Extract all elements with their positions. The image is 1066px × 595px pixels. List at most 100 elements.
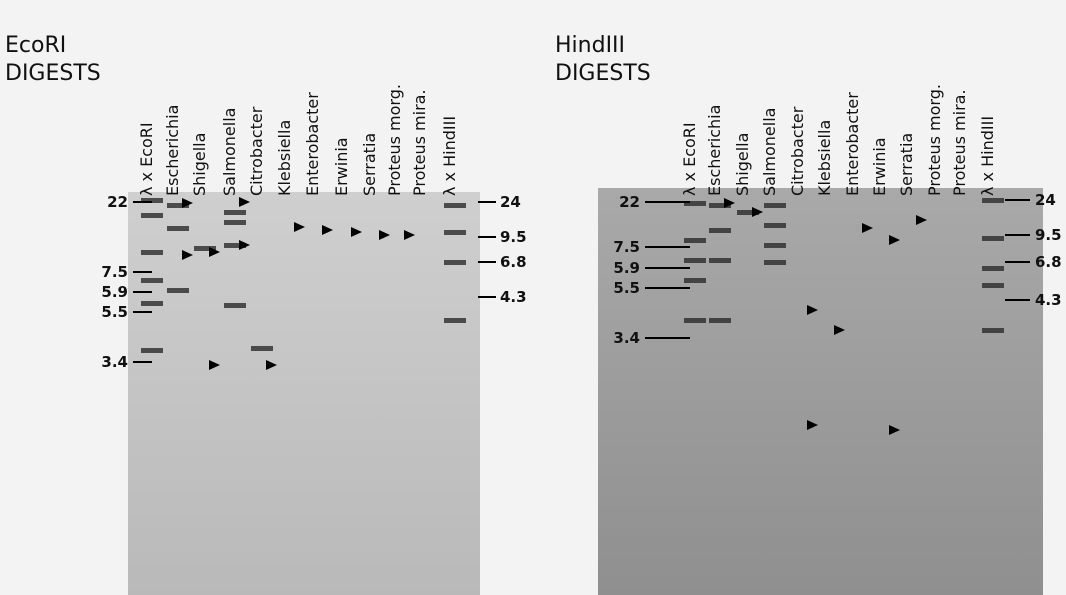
lane-label: Klebsiella (815, 120, 834, 196)
arrowhead (724, 198, 735, 208)
lane-label: Proteus mira. (410, 89, 429, 196)
arrowhead (209, 360, 220, 370)
arrowhead (239, 197, 250, 207)
arrowhead (239, 240, 250, 250)
lane-label: Escherichia (705, 105, 724, 196)
band (982, 236, 1004, 241)
lane-label: λ x HindIII (978, 116, 997, 196)
band (764, 260, 786, 265)
size-marker: 24 (1035, 191, 1056, 209)
band (764, 203, 786, 208)
size-marker: 22 (619, 193, 640, 211)
band (982, 266, 1004, 271)
arrowhead (322, 225, 333, 235)
arrowhead (862, 223, 873, 233)
lane-label: Proteus morg. (925, 84, 944, 196)
band (224, 243, 246, 248)
band (141, 278, 163, 283)
panel-title: EcoRI (5, 33, 66, 58)
lane-label: Salmonella (760, 108, 779, 196)
lane-label: Escherichia (163, 105, 182, 196)
arrowhead (889, 235, 900, 245)
lane-label: Proteus mira. (950, 89, 969, 196)
band (737, 210, 759, 215)
lane-label: Serratia (897, 133, 916, 196)
band (709, 318, 731, 323)
size-marker: 5.5 (101, 303, 128, 321)
size-marker: 24 (500, 193, 521, 211)
size-marker: 9.5 (1035, 226, 1062, 244)
band (764, 223, 786, 228)
arrowhead (807, 305, 818, 315)
panel-title: DIGESTS (5, 61, 101, 86)
lane-label: λ x EcoRI (137, 122, 156, 196)
size-marker: 9.5 (500, 228, 527, 246)
panel-title: DIGESTS (555, 61, 651, 86)
lane-label: Citrobacter (247, 106, 266, 196)
band (444, 318, 466, 323)
band (141, 250, 163, 255)
size-marker: 7.5 (613, 238, 640, 256)
band (982, 328, 1004, 333)
gel (598, 188, 1043, 595)
band (444, 230, 466, 235)
band (224, 210, 246, 215)
band (141, 213, 163, 218)
band (251, 346, 273, 351)
size-marker: 5.9 (613, 259, 640, 277)
lane-label: Citrobacter (788, 106, 807, 196)
arrowhead (404, 230, 415, 240)
size-marker: 7.5 (101, 263, 128, 281)
lane-label: Erwinia (870, 137, 889, 196)
band (709, 258, 731, 263)
band (684, 201, 706, 206)
band (444, 260, 466, 265)
size-marker: 6.8 (500, 253, 527, 271)
band (167, 288, 189, 293)
panel-title: HindIII (555, 33, 625, 58)
band (764, 243, 786, 248)
gel (128, 192, 480, 595)
band (709, 203, 731, 208)
size-marker: 3.4 (101, 353, 128, 371)
arrowhead (209, 247, 220, 257)
arrowhead (916, 215, 927, 225)
band (982, 198, 1004, 203)
arrowhead (266, 360, 277, 370)
size-marker: 5.9 (101, 283, 128, 301)
lane-label: Shigella (733, 133, 752, 196)
size-marker: 3.4 (613, 329, 640, 347)
size-marker: 6.8 (1035, 253, 1062, 271)
band (141, 348, 163, 353)
band (224, 220, 246, 225)
band (709, 228, 731, 233)
band (167, 203, 189, 208)
arrowhead (752, 207, 763, 217)
band (684, 278, 706, 283)
lane-label: Enterobacter (303, 92, 322, 196)
band (194, 246, 216, 251)
band (684, 318, 706, 323)
band (684, 238, 706, 243)
lane-label: Klebsiella (275, 120, 294, 196)
lane-label: Erwinia (332, 137, 351, 196)
lane-label: Enterobacter (843, 92, 862, 196)
lane-label: λ x HindIII (440, 116, 459, 196)
arrowhead (294, 222, 305, 232)
arrowhead (834, 325, 845, 335)
lane-label: Serratia (360, 133, 379, 196)
size-marker: 22 (107, 193, 128, 211)
size-marker: 4.3 (500, 288, 527, 306)
content: EcoRI DIGESTS λ x EcoRI Escherichia Shigella… (5, 33, 1062, 435)
arrowhead (807, 420, 818, 430)
band (224, 303, 246, 308)
arrowhead (889, 425, 900, 435)
size-marker: 4.3 (1035, 291, 1062, 309)
band (684, 258, 706, 263)
band (444, 203, 466, 208)
lane-label: Shigella (190, 133, 209, 196)
arrowhead (182, 198, 193, 208)
band (141, 198, 163, 203)
band (982, 283, 1004, 288)
